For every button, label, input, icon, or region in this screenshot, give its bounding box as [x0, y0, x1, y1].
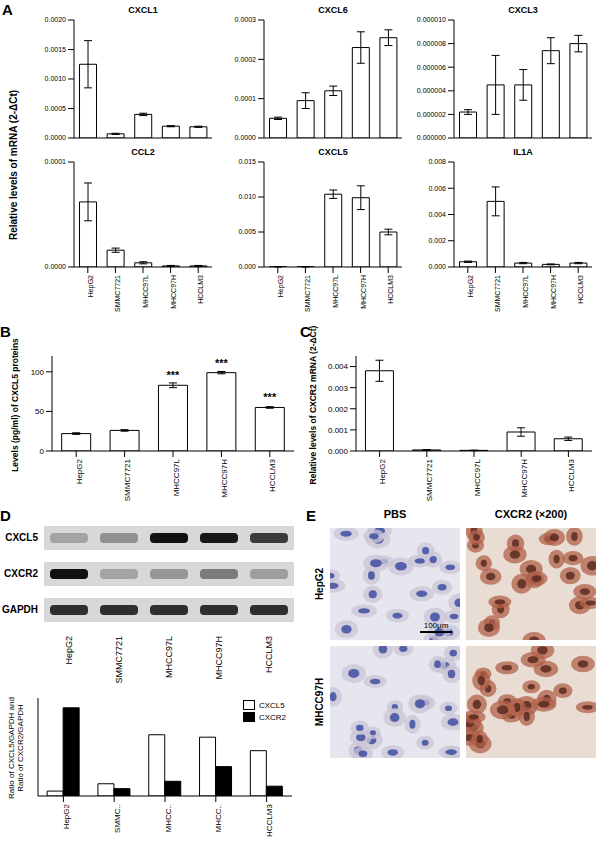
svg-text:MHCC97H: MHCC97H [360, 275, 367, 309]
svg-text:0.000004: 0.000004 [417, 87, 446, 94]
html-text:A: A [2, 1, 13, 18]
html-text:Relative levels of CXCR2 mRNA: Relative levels of CXCR2 mRNA (2-ΔCt) [308, 325, 319, 485]
svg-text:0: 0 [40, 447, 45, 456]
html-text:CXCL5: CXCL5 [318, 147, 348, 157]
html-text:CXCR2: CXCR2 [258, 712, 286, 722]
svg-text:HepG2: HepG2 [467, 275, 475, 297]
svg-text:CXCL5: CXCL5 [5, 532, 38, 543]
svg-text:MHCC97H: MHCC97H [170, 275, 177, 309]
svg-text:0.000006: 0.000006 [417, 64, 446, 71]
svg-text:0.005: 0.005 [238, 228, 256, 235]
svg-text:HCCLM3: HCCLM3 [577, 275, 584, 304]
svg-text:0.002: 0.002 [428, 237, 446, 244]
svg-text:0.004: 0.004 [428, 211, 446, 218]
svg-text:HCCLM3: HCCLM3 [567, 458, 576, 491]
svg-text:SMMC..: SMMC.. [113, 804, 122, 833]
svg-text:***: *** [167, 369, 181, 381]
svg-text:HepG2: HepG2 [378, 458, 387, 484]
html-text:IL1A: IL1A [513, 147, 533, 157]
svg-text:MHCC97L: MHCC97L [522, 275, 529, 308]
svg-text:MHCC97H: MHCC97H [220, 459, 229, 498]
svg-text:HepG2: HepG2 [62, 803, 71, 829]
svg-text:MHCC97H: MHCC97H [550, 275, 557, 309]
svg-text:SMMC7721: SMMC7721 [123, 458, 132, 501]
svg-text:HepG2: HepG2 [64, 636, 74, 665]
html-text:CXCL1: CXCL1 [128, 5, 158, 15]
svg-text:***: *** [263, 391, 277, 403]
svg-text:MHCC..: MHCC.. [164, 804, 173, 832]
svg-text:SMMC7721: SMMC7721 [304, 275, 311, 312]
svg-text:0.006: 0.006 [428, 185, 446, 192]
html-text:CXCL6: CXCL6 [318, 5, 348, 15]
html-text:Ratio of CXCR2/GAPDH: Ratio of CXCR2/GAPDH [16, 704, 25, 792]
svg-text:SMMC7721: SMMC7721 [494, 275, 501, 312]
svg-text:0.0001: 0.0001 [235, 95, 257, 102]
svg-text:***: *** [215, 357, 229, 369]
svg-text:MHCC..: MHCC.. [214, 804, 223, 832]
svg-text:SMMC7721: SMMC7721 [425, 458, 434, 501]
svg-text:0.000000: 0.000000 [417, 134, 446, 141]
svg-text:HCCLM3: HCCLM3 [387, 275, 394, 304]
svg-text:0.015: 0.015 [238, 158, 256, 165]
svg-text:HCCLM3: HCCLM3 [264, 636, 274, 673]
svg-text:0.000008: 0.000008 [417, 40, 446, 47]
svg-text:0.000: 0.000 [428, 263, 446, 270]
svg-text:0.0005: 0.0005 [45, 105, 67, 112]
svg-text:0.000: 0.000 [238, 263, 256, 270]
svg-text:MHCC97L: MHCC97L [142, 275, 149, 308]
html-text:HepG2: HepG2 [314, 567, 326, 601]
html-text:CXCR2 (×200): CXCR2 (×200) [494, 508, 568, 520]
html-text:CXCL5: CXCL5 [258, 700, 285, 710]
svg-text:0.008: 0.008 [428, 158, 446, 165]
svg-text:100: 100 [31, 368, 45, 377]
svg-text:MHCC97H: MHCC97H [214, 636, 224, 680]
svg-text:MHCC97L: MHCC97L [164, 636, 174, 678]
html-text:MHCC97H: MHCC97H [314, 677, 326, 727]
html-text:E: E [306, 507, 316, 524]
svg-text:0.002: 0.002 [328, 405, 349, 414]
svg-text:0.0000: 0.0000 [45, 134, 67, 141]
svg-text:0.000010: 0.000010 [417, 16, 446, 23]
svg-text:HCCLM3: HCCLM3 [197, 275, 204, 304]
html-text:B: B [0, 323, 11, 340]
html-text:Relative levels of mRNA (2-ΔCt: Relative levels of mRNA (2-ΔCt) [8, 89, 20, 241]
svg-text:50: 50 [35, 407, 44, 416]
html-text:C: C [300, 323, 311, 340]
svg-text:0.001: 0.001 [328, 426, 349, 435]
html-text:Levels (pg/ml) of CXCL5 protei: Levels (pg/ml) of CXCL5 proteins [10, 338, 21, 472]
html-text:Ratio of CXCL5/GAPDH and: Ratio of CXCL5/GAPDH and [6, 697, 16, 799]
html-text:PBS: PBS [383, 508, 407, 520]
svg-text:0.003: 0.003 [328, 384, 349, 393]
svg-text:HepG2: HepG2 [277, 275, 285, 297]
svg-text:HCCLM3: HCCLM3 [265, 803, 274, 836]
svg-text:MHCC97L: MHCC97L [332, 275, 339, 308]
svg-text:0.000: 0.000 [328, 447, 349, 456]
html-text:CCL2: CCL2 [131, 147, 155, 157]
svg-text:MHCC97H: MHCC97H [520, 459, 529, 498]
svg-text:SMMC7721: SMMC7721 [114, 275, 121, 312]
svg-text:SMMC7721: SMMC7721 [114, 636, 124, 684]
svg-text:0.0000: 0.0000 [235, 134, 257, 141]
svg-text:0.000002: 0.000002 [417, 111, 446, 118]
svg-text:100μm: 100μm [424, 621, 449, 630]
svg-text:CXCR2: CXCR2 [4, 568, 38, 579]
svg-text:0.010: 0.010 [238, 193, 256, 200]
svg-text:0.0000: 0.0000 [45, 263, 67, 270]
svg-text:0.0001: 0.0001 [45, 158, 67, 165]
svg-text:MHCC97L: MHCC97L [172, 458, 181, 496]
svg-text:0.004: 0.004 [328, 362, 349, 371]
svg-text:0.0015: 0.0015 [45, 46, 67, 53]
svg-text:HCCLM3: HCCLM3 [268, 458, 277, 491]
svg-text:HepG2: HepG2 [87, 275, 95, 297]
svg-text:GAPDH: GAPDH [2, 604, 38, 615]
svg-text:0.0002: 0.0002 [235, 56, 257, 63]
svg-text:HepG2: HepG2 [75, 458, 84, 484]
html-text:D: D [0, 507, 11, 524]
svg-text:0.0010: 0.0010 [45, 75, 67, 82]
html-text:CXCL3: CXCL3 [508, 5, 538, 15]
svg-text:MHCC97L: MHCC97L [473, 458, 482, 496]
svg-text:0.0020: 0.0020 [45, 16, 67, 23]
svg-text:0.0003: 0.0003 [235, 16, 257, 23]
